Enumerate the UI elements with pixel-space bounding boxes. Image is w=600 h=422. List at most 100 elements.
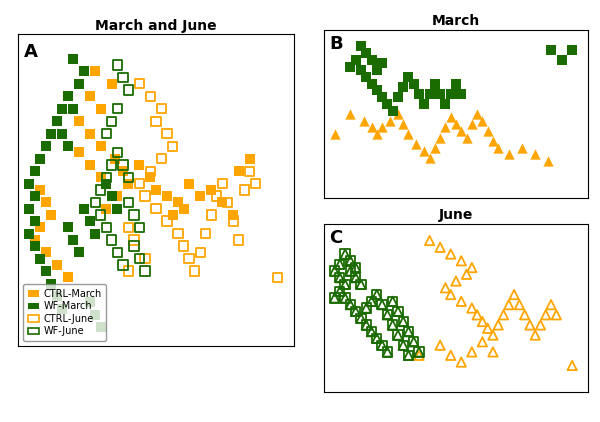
Point (91, 230, 100, 237)
Point (436, 134, 445, 141)
Point (24, 205, 34, 212)
Point (107, 118, 116, 124)
Text: C: C (329, 229, 343, 247)
Point (58, 106, 67, 112)
Point (483, 325, 493, 332)
Point (388, 298, 397, 305)
Point (346, 63, 355, 70)
Point (398, 318, 408, 325)
Point (367, 298, 376, 305)
Point (546, 46, 556, 53)
Point (457, 359, 466, 365)
Point (58, 305, 67, 312)
Point (393, 94, 403, 100)
Point (398, 84, 408, 90)
Point (24, 180, 34, 187)
Point (35, 224, 45, 231)
Point (436, 342, 445, 349)
Point (419, 148, 429, 154)
Point (335, 288, 344, 295)
Point (414, 90, 424, 97)
Point (393, 111, 403, 117)
Point (478, 338, 487, 345)
Point (190, 268, 199, 274)
Text: A: A (23, 43, 37, 61)
Point (377, 301, 387, 308)
Point (340, 281, 350, 288)
Point (398, 318, 408, 325)
Point (436, 90, 445, 97)
Point (101, 180, 111, 187)
Point (346, 301, 355, 308)
Point (330, 295, 340, 301)
Point (451, 278, 461, 284)
Point (346, 257, 355, 264)
Point (499, 311, 508, 318)
Point (41, 199, 50, 206)
Point (335, 261, 344, 268)
Point (517, 144, 527, 151)
Point (35, 187, 45, 193)
Point (462, 134, 472, 141)
Point (85, 162, 95, 168)
Title: March: March (432, 14, 480, 28)
Point (41, 268, 50, 274)
Point (124, 180, 133, 187)
Point (30, 193, 40, 200)
Point (414, 352, 424, 359)
Point (414, 349, 424, 355)
Point (372, 67, 382, 73)
Point (472, 311, 482, 318)
Point (568, 46, 577, 53)
Point (168, 143, 178, 149)
Point (436, 244, 445, 251)
Point (493, 322, 503, 328)
Point (356, 43, 366, 50)
Point (140, 255, 150, 262)
Point (367, 328, 376, 335)
Point (245, 168, 254, 175)
Point (544, 158, 553, 165)
Point (488, 349, 498, 355)
Point (74, 118, 83, 124)
Point (35, 255, 45, 262)
Point (113, 149, 122, 156)
Point (196, 249, 205, 256)
Point (383, 100, 392, 107)
Point (383, 349, 392, 355)
Point (472, 111, 482, 117)
Point (79, 205, 89, 212)
Point (346, 257, 355, 264)
Point (107, 236, 116, 243)
Point (372, 131, 382, 138)
Point (30, 168, 40, 175)
Point (440, 124, 450, 131)
Point (425, 154, 434, 161)
Point (346, 268, 355, 274)
Point (234, 236, 244, 243)
Point (162, 218, 172, 225)
Point (134, 80, 144, 87)
Point (52, 118, 61, 124)
Point (96, 106, 106, 112)
Point (467, 305, 476, 311)
Point (206, 211, 216, 218)
Point (223, 199, 233, 206)
Title: June: June (439, 208, 473, 222)
Point (46, 280, 56, 287)
Point (398, 121, 408, 127)
Point (63, 93, 73, 100)
Point (85, 218, 95, 225)
Point (184, 180, 194, 187)
Point (340, 251, 350, 257)
Point (129, 211, 139, 218)
Point (457, 127, 466, 134)
Point (30, 243, 40, 249)
Point (488, 332, 498, 338)
Point (361, 305, 371, 311)
Point (146, 174, 155, 181)
Point (118, 262, 128, 268)
Point (356, 67, 366, 73)
Point (404, 328, 413, 335)
Point (85, 93, 95, 100)
